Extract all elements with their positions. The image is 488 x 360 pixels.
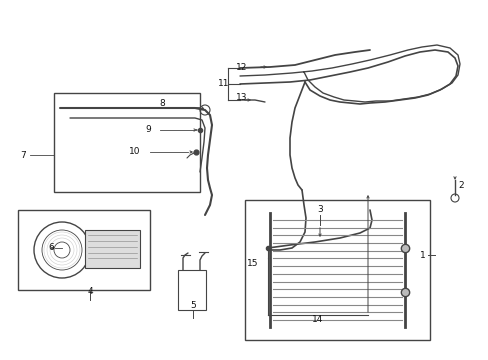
Text: 9: 9 <box>145 126 151 135</box>
Text: 10: 10 <box>129 148 141 157</box>
Text: 6: 6 <box>48 243 54 252</box>
Text: 2: 2 <box>457 180 463 189</box>
Bar <box>178 270 205 310</box>
Text: 14: 14 <box>312 315 323 324</box>
Text: 8: 8 <box>159 99 164 108</box>
Text: 5: 5 <box>190 301 196 310</box>
Text: 7: 7 <box>20 150 26 159</box>
Text: 3: 3 <box>317 206 322 215</box>
Bar <box>18 210 150 290</box>
Bar <box>54 93 200 192</box>
Bar <box>244 200 429 340</box>
Text: 12: 12 <box>236 63 247 72</box>
Bar <box>85 230 140 268</box>
Text: 11: 11 <box>218 78 229 87</box>
Text: 13: 13 <box>236 94 247 103</box>
Text: 4: 4 <box>87 288 93 297</box>
Text: 15: 15 <box>246 258 258 267</box>
Text: 1: 1 <box>419 251 425 260</box>
